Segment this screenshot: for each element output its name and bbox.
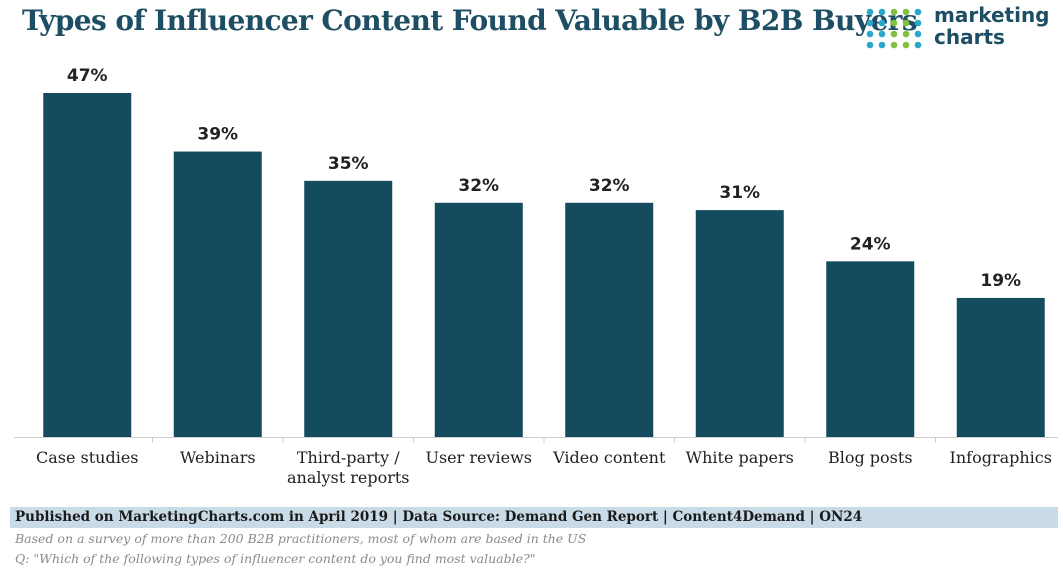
data-label: 35%: [328, 154, 369, 174]
bar: [43, 93, 132, 437]
logo-dot: [890, 19, 898, 27]
logo-text-line1: marketing: [934, 3, 1050, 27]
category-label: Video content: [552, 448, 666, 467]
logo-dot: [878, 30, 886, 38]
data-label: 47%: [67, 66, 108, 86]
category-label: White papers: [686, 448, 794, 467]
logo-dot: [902, 41, 910, 49]
logo-dot: [902, 8, 910, 16]
logo-dot: [902, 19, 910, 27]
logo-dot: [902, 30, 910, 38]
logo-dot: [866, 19, 874, 27]
footer-source-bar: [10, 507, 1058, 528]
logo-dot: [878, 8, 886, 16]
logo-dot: [914, 19, 922, 27]
logo-text: marketing charts: [934, 4, 1050, 48]
data-label: 32%: [589, 176, 630, 196]
logo-dot: [890, 8, 898, 16]
data-label: 31%: [719, 183, 760, 203]
bar: [434, 202, 523, 437]
data-label: 39%: [197, 125, 238, 145]
logo-dot: [914, 41, 922, 49]
bar: [956, 297, 1045, 437]
category-label: Third-party / analyst reports: [287, 448, 410, 487]
logo-dot: [914, 8, 922, 16]
footer-methodology-note: Based on a survey of more than 200 B2B p…: [15, 531, 587, 546]
bar: [565, 202, 654, 437]
data-label: 19%: [980, 271, 1021, 291]
logo-dot: [866, 8, 874, 16]
data-label: 32%: [458, 176, 499, 196]
bar: [304, 180, 393, 438]
bar-chart: 47% Case studies 39% Webinars 35% Third-party…: [14, 66, 1058, 487]
logo-dot: [866, 41, 874, 49]
logo-dot: [878, 19, 886, 27]
category-label: Blog posts: [828, 448, 913, 467]
logo-text-line2: charts: [934, 25, 1005, 49]
category-label: Webinars: [180, 448, 256, 467]
chart-title: Types of Influencer Content Found Valuab…: [22, 4, 918, 37]
marketingcharts-logo: marketing charts: [866, 4, 1056, 54]
category-label: User reviews: [425, 448, 532, 467]
bar: [826, 261, 915, 437]
category-label: Infographics: [950, 448, 1052, 467]
category-label: Case studies: [36, 448, 139, 467]
footer-question-note: Q: "Which of the following types of infl…: [15, 551, 536, 566]
logo-dot: [914, 30, 922, 38]
logo-dots-icon: [866, 8, 922, 49]
logo-dot: [890, 30, 898, 38]
logo-dot: [890, 41, 898, 49]
logo-dot: [866, 30, 874, 38]
footer-source-text: Published on MarketingCharts.com in Apri…: [15, 509, 863, 525]
logo-dot: [878, 41, 886, 49]
bar: [173, 151, 262, 437]
bar: [695, 210, 784, 437]
data-label: 24%: [850, 234, 891, 254]
